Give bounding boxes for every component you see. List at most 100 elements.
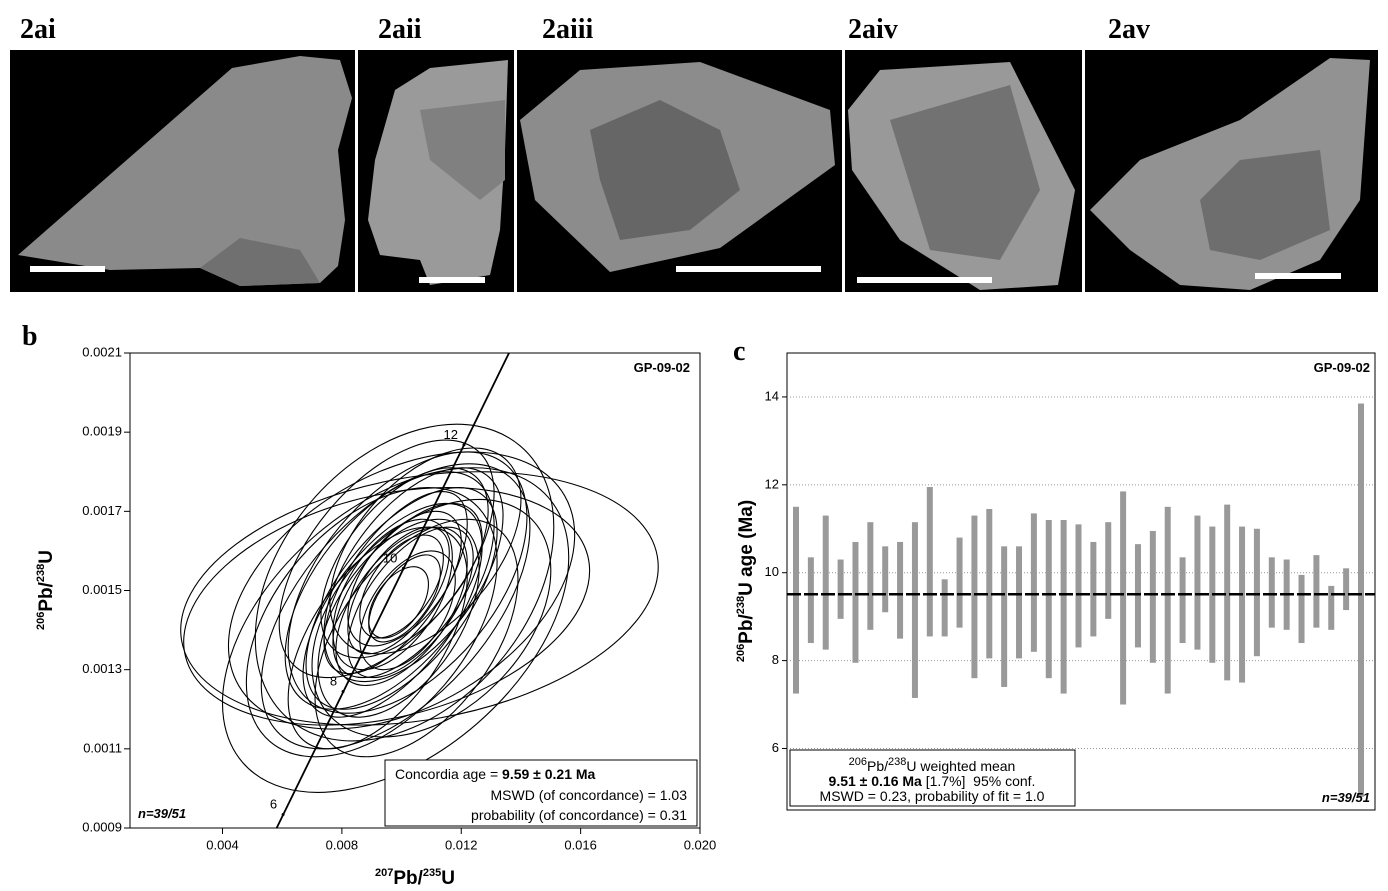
error-bar xyxy=(808,557,814,643)
error-ellipse xyxy=(195,366,615,799)
cl-image xyxy=(358,50,514,292)
sample-label: GP-09-02 xyxy=(634,360,690,375)
age-marker xyxy=(342,690,345,693)
figure: 2ai 2aii 2aiii 2aiv 2av b c GP-0 xyxy=(0,0,1388,891)
result-age: 9.51 ± 0.16 Ma xyxy=(829,773,923,789)
y-tick-label: 0.0019 xyxy=(82,424,122,439)
error-ellipse xyxy=(180,395,623,787)
error-bar xyxy=(1254,529,1260,656)
error-bar xyxy=(882,546,888,612)
error-bar xyxy=(1105,522,1111,619)
sample-label: GP-09-02 xyxy=(1314,360,1370,375)
plot-frame xyxy=(130,353,700,828)
result-conf: [1.7%] 95% conf. xyxy=(922,773,1036,789)
label-part: U xyxy=(441,868,455,889)
error-bar xyxy=(1239,527,1245,683)
label-part: U xyxy=(36,550,57,564)
y-tick-label: 12 xyxy=(765,476,779,491)
error-bar xyxy=(1343,568,1349,610)
x-tick-label: 0.020 xyxy=(684,837,717,852)
error-bar xyxy=(1031,513,1037,651)
error-bar xyxy=(1001,546,1007,687)
error-bar xyxy=(793,507,799,694)
label-part: 235 xyxy=(423,867,441,879)
error-bar xyxy=(1313,555,1319,628)
label-part: 207 xyxy=(375,867,393,879)
y-tick-label: 14 xyxy=(765,388,779,403)
error-bar xyxy=(823,516,829,650)
error-bar xyxy=(897,542,903,639)
error-bar xyxy=(1046,520,1052,678)
result-text: Concordia age = 9.59 ± 0.21 Ma xyxy=(395,766,596,782)
weighted-mean-chart: 68101214 GP-09-02 n=39/51 206Pb/238U wei… xyxy=(735,353,1375,810)
error-bar xyxy=(986,509,992,658)
y-tick-label: 0.0011 xyxy=(83,740,122,755)
error-ellipse xyxy=(160,437,678,761)
panel-label: 2av xyxy=(1108,14,1150,45)
y-tick-label: 0.0013 xyxy=(82,661,122,676)
concordia-chart: GP-09-02 n=39/51 Concordia age = 9.59 ± … xyxy=(35,344,716,889)
error-bar xyxy=(1165,507,1171,694)
error-bar xyxy=(927,487,933,636)
error-bar xyxy=(1269,557,1275,627)
error-bar xyxy=(867,522,873,630)
error-bar xyxy=(1299,575,1305,643)
panel-label: 2aiv xyxy=(848,14,898,45)
cl-image xyxy=(10,50,355,292)
result-mswd: MSWD = 0.23, probability of fit = 1.0 xyxy=(820,788,1045,804)
label-part: 206 xyxy=(35,612,47,630)
result-mswd: MSWD (of concordance) = 1.03 xyxy=(491,787,688,803)
result-prefix: Concordia age = xyxy=(395,766,502,782)
y-axis-label: 206Pb/238U xyxy=(35,550,57,630)
label-part: 206 xyxy=(849,756,867,768)
age-marker xyxy=(462,443,465,446)
x-tick-label: 0.016 xyxy=(564,837,597,852)
error-bar xyxy=(838,560,844,619)
error-bar xyxy=(912,522,918,698)
cl-image xyxy=(517,50,842,292)
panel-label: 2aiii xyxy=(542,14,594,45)
label-part: 238 xyxy=(735,596,747,614)
age-label: 10 xyxy=(383,550,397,565)
error-bar xyxy=(1120,491,1126,704)
y-tick-label: 8 xyxy=(772,652,779,667)
result-title: 206Pb/238U weighted mean xyxy=(849,756,1016,774)
y-axis-label: 206Pb/238U age (Ma) xyxy=(735,500,757,662)
error-bar xyxy=(957,538,963,628)
x-tick-label: 0.012 xyxy=(445,837,478,852)
error-bar xyxy=(1224,505,1230,681)
age-marker xyxy=(282,813,285,816)
label-part: Pb/ xyxy=(393,868,423,889)
error-bar xyxy=(1016,546,1022,658)
error-bar xyxy=(1194,516,1200,650)
cl-image xyxy=(845,50,1082,292)
error-bar xyxy=(971,516,977,679)
n-label: n=39/51 xyxy=(138,806,186,821)
panel-label: 2ai xyxy=(20,14,56,45)
panel-label: b xyxy=(22,321,38,352)
error-bar xyxy=(852,542,858,663)
error-bar xyxy=(1076,524,1082,647)
label-part: Pb/ xyxy=(867,758,888,774)
x-axis-label: 207Pb/235U xyxy=(375,867,455,889)
error-bar xyxy=(1061,520,1067,694)
y-tick-label: 0.0015 xyxy=(82,582,122,597)
result-prob: probability (of concordance) = 0.31 xyxy=(471,807,687,823)
error-bar xyxy=(1358,404,1364,797)
y-tick-label: 0.0021 xyxy=(82,344,122,359)
y-tick-label: 6 xyxy=(772,740,779,755)
n-label: n=39/51 xyxy=(1322,790,1370,805)
panel-label: c xyxy=(733,336,745,367)
y-tick-label: 0.0017 xyxy=(82,503,122,518)
age-label: 6 xyxy=(270,797,277,812)
error-ellipse xyxy=(269,473,517,747)
x-tick-label: 0.008 xyxy=(326,837,359,852)
age-label: 12 xyxy=(443,427,457,442)
result-age: 9.59 ± 0.21 Ma xyxy=(502,766,596,782)
cl-image xyxy=(1085,50,1378,292)
label-part: U weighted mean xyxy=(906,758,1015,774)
error-bar xyxy=(1180,557,1186,643)
error-bar xyxy=(1150,531,1156,663)
error-bar xyxy=(1328,586,1334,630)
